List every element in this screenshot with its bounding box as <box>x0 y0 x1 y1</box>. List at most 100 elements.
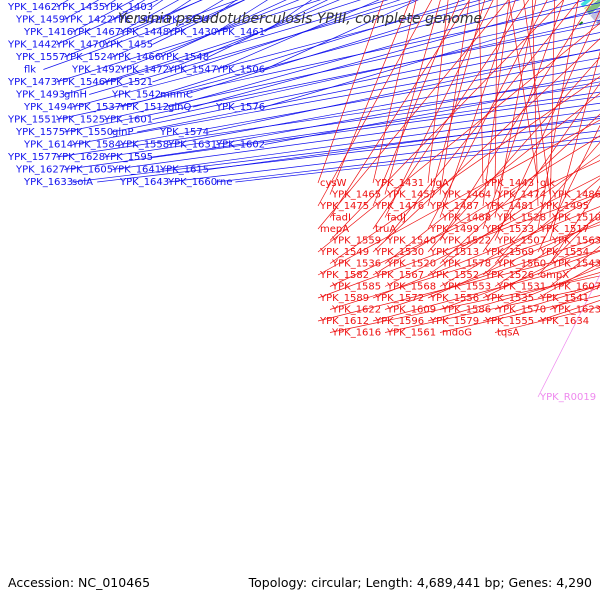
forward-leader <box>482 285 600 322</box>
reverse-leader <box>264 0 419 70</box>
reverse-gene-label: YPK_1434 <box>159 15 209 26</box>
forward-gene-label: YPK_1609 <box>386 305 436 316</box>
reverse-leader <box>72 0 482 108</box>
reverse-leader <box>120 0 521 108</box>
forward-gene-label: YPK_1533 <box>484 224 534 235</box>
reverse-leader <box>235 140 600 183</box>
reverse-leader <box>208 0 329 58</box>
forward-leader <box>384 0 580 241</box>
forward-gene-label: YPK_1549 <box>319 247 369 258</box>
forward-leader <box>329 224 600 310</box>
forward-gene-label: YPK_1585 <box>331 282 381 293</box>
forward-leader <box>317 250 600 322</box>
forward-leader <box>427 0 449 184</box>
reverse-gene-label: glnH <box>64 90 87 101</box>
reverse-leader <box>137 39 600 133</box>
reverse-gene-label: YPK_1557 <box>15 52 65 63</box>
reverse-gene-label: YPK_1512 <box>119 102 169 113</box>
forward-gene-label: YPK_1570 <box>496 305 546 316</box>
rna-label: YPK_R0019 <box>539 392 596 403</box>
forward-gene-label: YPK_1554 <box>539 247 589 258</box>
forward-gene-label: YPK_1507 <box>496 236 546 247</box>
forward-leader <box>478 0 484 184</box>
forward-gene-label: YPK_1540 <box>386 236 436 247</box>
reverse-gene-label: YPK_1448 <box>119 27 169 38</box>
forward-gene-label: YPK_1553 <box>441 282 491 293</box>
forward-gene-label: YPK_1522 <box>441 236 491 247</box>
reverse-leader <box>160 0 466 95</box>
reverse-leader <box>160 0 287 58</box>
reverse-gene-label: mnmC <box>160 90 193 101</box>
reverse-gene-label: YPK_1614 <box>23 140 73 151</box>
reverse-leader <box>72 49 600 145</box>
forward-gene-label: YPK_1567 <box>374 270 424 281</box>
forward-leader <box>482 178 600 276</box>
reverse-gene-label: YPK_1461 <box>215 27 265 38</box>
forward-gene-label: YPK_1530 <box>374 247 424 258</box>
forward-leader <box>384 0 494 218</box>
reverse-gene-label: YPK_1435 <box>55 2 105 13</box>
accession-text: Accession: NC_010465 <box>8 575 150 590</box>
forward-gene-label: YPK_1457 <box>386 190 436 201</box>
forward-gene-label: ligA <box>430 178 449 189</box>
reverse-leader <box>64 0 389 95</box>
reverse-leader <box>104 10 600 120</box>
forward-leader <box>537 262 600 299</box>
reverse-leader <box>56 0 321 83</box>
forward-gene-label: YPK_1475 <box>319 201 369 212</box>
forward-gene-label: mepA <box>320 224 349 235</box>
reverse-leader <box>120 57 600 145</box>
reverse-gene-label: YPK_1452 <box>111 15 161 26</box>
reverse-leader <box>56 2 600 120</box>
reverse-gene-label: YPK_1537 <box>71 102 121 113</box>
reverse-gene-label: YPK_1628 <box>55 152 105 163</box>
reverse-leader <box>152 0 401 83</box>
forward-gene-label: YPK_1488 <box>441 213 491 224</box>
reverse-gene-label: YPK_1615 <box>159 165 209 176</box>
forward-leader <box>494 141 600 264</box>
reverse-gene-label: YPK_1643 <box>119 177 169 188</box>
forward-gene-label: YPK_1582 <box>319 270 369 281</box>
forward-gene-label: YPK_1510 <box>551 213 600 224</box>
forward-leader <box>439 193 600 287</box>
reverse-leader <box>97 123 600 183</box>
forward-leader <box>482 0 510 207</box>
reverse-leader <box>208 116 600 170</box>
forward-leader <box>549 0 556 218</box>
forward-gene-label: YPK_1623 <box>551 305 600 316</box>
reverse-gene-label: YPK_1466 <box>111 52 161 63</box>
reverse-gene-label: YPK_1542 <box>111 90 161 101</box>
forward-gene-label: YPK_1513 <box>429 247 479 258</box>
forward-leader <box>329 0 564 241</box>
reverse-leader <box>168 0 558 108</box>
forward-gene-label: YPK_1589 <box>319 293 369 304</box>
forward-leader <box>549 286 600 310</box>
reverse-gene-label: YPK_1459 <box>15 15 65 26</box>
forward-gene-label: YPK_1578 <box>441 259 491 270</box>
reverse-leader <box>152 91 600 158</box>
forward-gene-label: YPK_1586 <box>441 305 491 316</box>
label-leaders <box>43 0 600 398</box>
rna-leader <box>537 274 600 398</box>
reverse-gene-label: YPK_1442 <box>7 40 57 51</box>
forward-leader <box>494 306 600 333</box>
reverse-gene-label: YPK_1524 <box>63 52 113 63</box>
forward-leader <box>537 0 579 230</box>
forward-leader <box>537 299 600 322</box>
forward-leader <box>482 0 565 230</box>
forward-gene-label: tqsA <box>497 328 519 339</box>
reverse-gene-label: YPK_1602 <box>215 140 265 151</box>
reverse-leader <box>216 73 600 145</box>
reverse-gene-label: YPK_1550 <box>63 127 113 138</box>
forward-gene-label: fadI <box>332 213 351 224</box>
reverse-gene-label: rne <box>216 177 232 188</box>
reverse-gene-label: YPK_1660 <box>167 177 217 188</box>
reverse-leader <box>112 0 245 58</box>
reverse-gene-label: YPK_1584 <box>71 140 121 151</box>
forward-gene-label: ompX <box>540 270 569 281</box>
reverse-leader <box>89 0 417 95</box>
forward-leader <box>372 38 600 253</box>
forward-gene-label: mdoG <box>442 328 472 339</box>
